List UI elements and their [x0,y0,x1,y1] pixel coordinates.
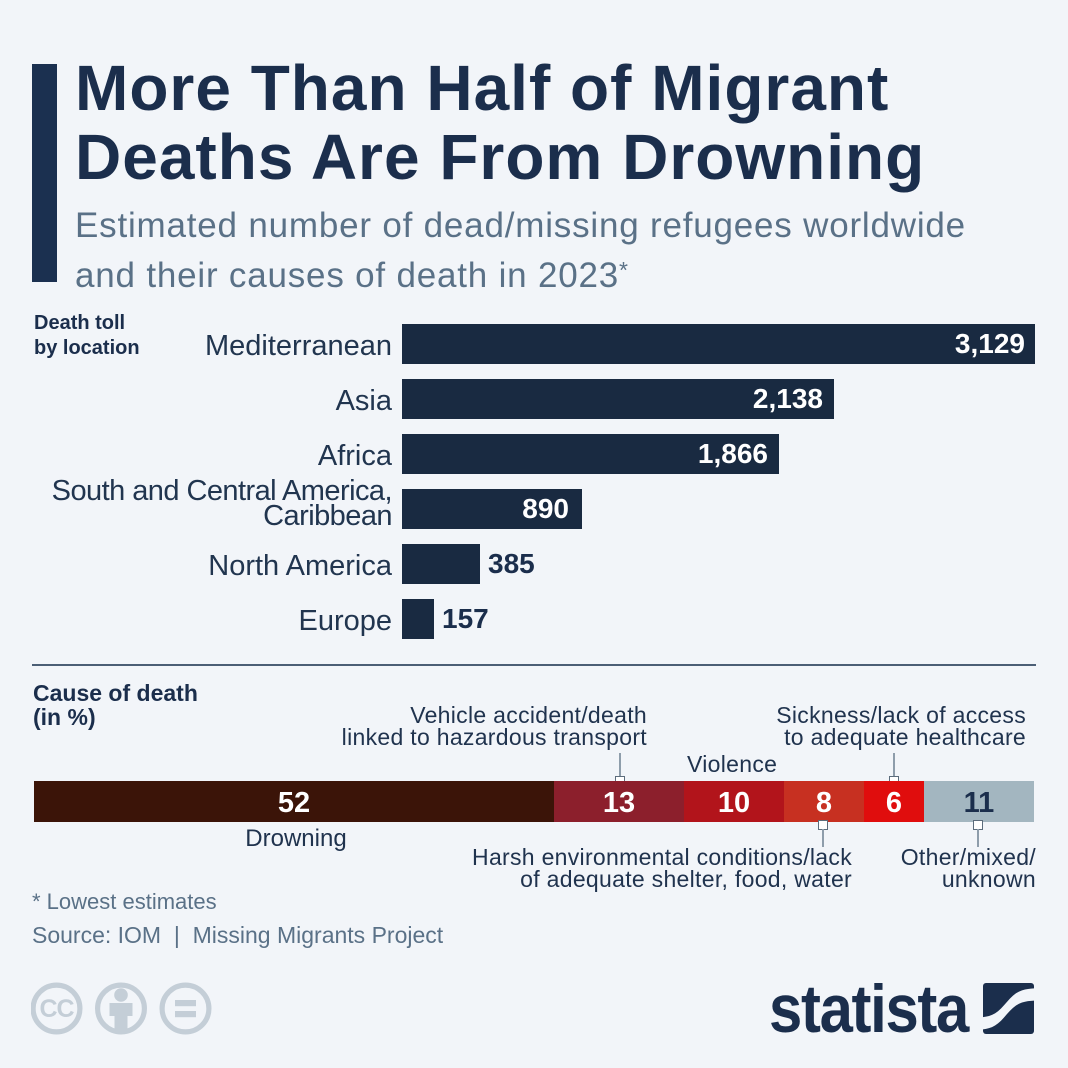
svg-text:CC: CC [39,995,74,1023]
